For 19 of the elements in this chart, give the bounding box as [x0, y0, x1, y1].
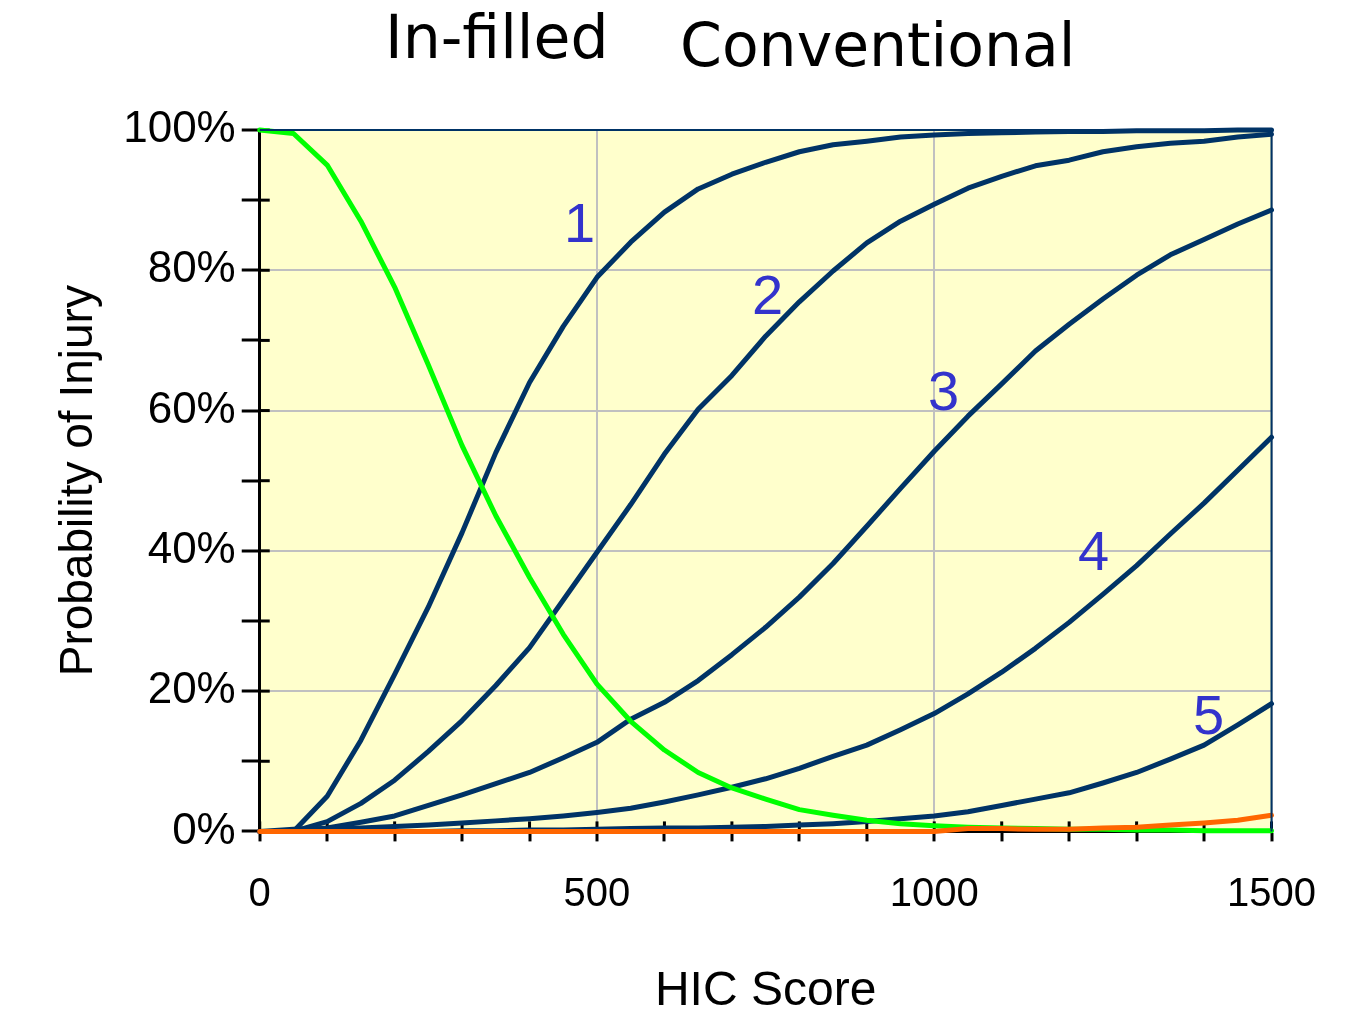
- annotation: 5: [1193, 682, 1225, 747]
- y-tick-label: 40%: [147, 522, 236, 572]
- y-tick-label: 60%: [147, 382, 236, 432]
- annotation: 1: [564, 190, 596, 255]
- x-axis-title: HIC Score: [654, 962, 877, 1016]
- x-tick-label: 1000: [889, 870, 979, 915]
- y-tick-label: 100%: [123, 102, 236, 152]
- annotation: 2: [752, 262, 784, 327]
- annotation: 4: [1078, 518, 1110, 583]
- y-tick-label: 80%: [147, 242, 236, 292]
- x-tick-label: 500: [563, 870, 631, 915]
- y-axis-title: Probability of Injury: [50, 285, 103, 677]
- x-tick-label: 1500: [1227, 870, 1316, 915]
- x-tick-label: 0: [248, 870, 271, 915]
- y-tick-label: 20%: [147, 663, 236, 713]
- annotation: 3: [928, 358, 960, 423]
- y-tick-label: 0%: [172, 803, 236, 853]
- text: In-filled: [385, 2, 609, 72]
- text: Conventional: [680, 10, 1076, 80]
